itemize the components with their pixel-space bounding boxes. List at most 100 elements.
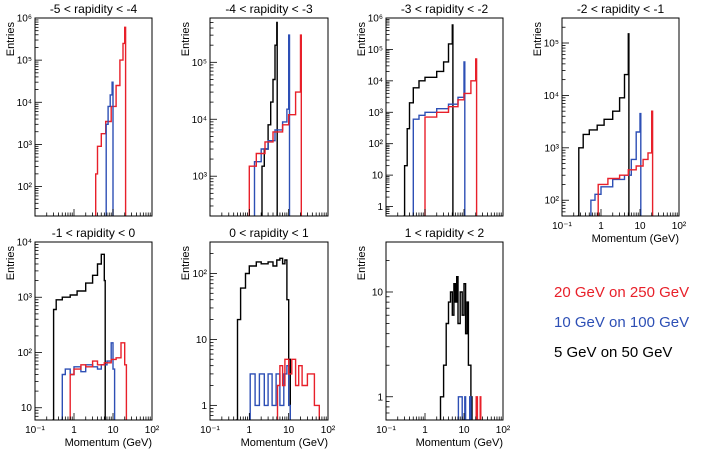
- y-tick-label: 10⁵: [544, 39, 559, 50]
- series-3-line: [597, 110, 654, 216]
- legend: 20 GeV on 250 GeV 10 GeV on 100 GeV 5 Ge…: [554, 284, 689, 374]
- plot-frame: [209, 17, 329, 217]
- y-axis-label: Entries: [180, 22, 192, 57]
- series-group: [403, 24, 478, 216]
- plot-frame: [209, 241, 329, 421]
- y-axis-label: Entries: [5, 246, 17, 281]
- plot-frame: [34, 241, 153, 421]
- series-group: [235, 257, 320, 420]
- panel-title: -1 < rapidity < 0: [52, 226, 136, 240]
- y-tick-label: 10: [21, 403, 33, 414]
- x-tick-label: 1: [422, 425, 428, 436]
- y-tick-label: 10⁵: [17, 56, 32, 67]
- y-tick-label: 10³: [545, 143, 560, 154]
- series-2-line: [457, 396, 472, 420]
- legend-entry-5gev: 5 GeV on 50 GeV: [554, 344, 673, 361]
- x-tick-label: 1: [71, 425, 77, 436]
- y-tick-label: 10⁵: [368, 45, 383, 56]
- x-tick-label: 10²: [496, 425, 511, 436]
- x-axis-label: Momentum (GeV): [241, 437, 328, 449]
- x-tick-label: 1: [247, 425, 253, 436]
- series-1-line: [577, 33, 630, 216]
- panel-4: -2 < rapidity < -1 10² 10³ 10⁴ 10⁵ 10⁻¹ 1 10 10²…: [532, 2, 687, 245]
- y-tick-label: 10⁴: [192, 115, 207, 126]
- y-tick-label: 1: [377, 202, 383, 213]
- series-group: [577, 33, 654, 216]
- y-tick-label: 10²: [193, 269, 208, 280]
- series-group: [247, 21, 302, 216]
- y-tick-label: 10⁴: [17, 238, 32, 249]
- series-1-line: [95, 26, 127, 216]
- y-tick-label: 10⁴: [17, 98, 32, 109]
- x-tick-label: 10⁻¹: [25, 425, 45, 436]
- y-tick-label: 10³: [18, 140, 33, 151]
- y-axis-label: Entries: [5, 22, 17, 57]
- y-tick-label: 10⁴: [368, 76, 383, 87]
- x-tick-label: 10⁻¹: [552, 221, 572, 232]
- y-axis-label: Entries: [532, 22, 544, 57]
- plot-frame: [561, 17, 680, 217]
- x-tick-label: 10²: [672, 221, 687, 232]
- series-2-line: [412, 61, 466, 216]
- panel-title: 0 < rapidity < 1: [229, 226, 309, 240]
- y-tick-label: 1: [201, 401, 207, 412]
- series-2-line: [249, 365, 291, 420]
- series-3-line: [69, 342, 128, 420]
- panel-title: -5 < rapidity < -4: [50, 2, 138, 16]
- y-tick-label: 10³: [193, 172, 208, 183]
- y-tick-label: 10⁶: [17, 14, 32, 25]
- panel-title: -4 < rapidity < -3: [225, 2, 313, 16]
- plot-frame: [385, 241, 504, 421]
- x-tick-label: 1: [598, 221, 604, 232]
- legend-entry-10gev: 10 GeV on 100 GeV: [554, 314, 690, 331]
- legend-entry-20gev: 20 GeV on 250 GeV: [554, 284, 690, 301]
- panel-title: 1 < rapidity < 2: [405, 226, 485, 240]
- x-tick-label: 10⁻¹: [200, 425, 220, 436]
- x-axis-label: Momentum (GeV): [592, 233, 679, 245]
- y-tick-label: 10³: [18, 293, 33, 304]
- x-tick-label: 10²: [321, 425, 336, 436]
- series-1-line: [235, 257, 291, 420]
- y-tick-label: 10: [372, 287, 384, 298]
- y-axis-label: Entries: [180, 246, 192, 281]
- x-tick-label: 10⁻¹: [376, 425, 396, 436]
- series-3-line: [424, 58, 478, 216]
- y-axis-label: Entries: [356, 22, 368, 57]
- x-tick-label: 10: [458, 425, 470, 436]
- series-1-line: [52, 253, 106, 420]
- y-tick-label: 1: [377, 392, 383, 403]
- x-tick-label: 10: [283, 425, 295, 436]
- y-tick-label: 10²: [545, 196, 560, 207]
- x-tick-label: 10²: [145, 425, 160, 436]
- series-3-line: [475, 396, 482, 420]
- x-axis-label: Momentum (GeV): [65, 437, 152, 449]
- series-2-line: [253, 34, 291, 216]
- x-axis-label: Momentum (GeV): [416, 437, 503, 449]
- y-tick-label: 10²: [18, 348, 33, 359]
- y-tick-label: 10: [372, 171, 384, 182]
- series-group: [52, 253, 128, 420]
- series-3-line: [247, 34, 302, 216]
- y-tick-label: 10²: [18, 182, 33, 193]
- series-group: [439, 276, 482, 420]
- plot-frame: [34, 17, 153, 217]
- y-tick-label: 10⁵: [192, 58, 207, 69]
- panel-5: -1 < rapidity < 0 10 10² 10³ 10⁴ 10⁻¹ 1 10 10² En…: [5, 226, 160, 449]
- series-1-line: [261, 21, 278, 216]
- series-2-line: [60, 342, 116, 420]
- y-tick-label: 10³: [369, 108, 384, 119]
- x-tick-label: 10: [107, 425, 119, 436]
- panel-title: -3 < rapidity < -2: [401, 2, 489, 16]
- y-axis-label: Entries: [356, 246, 368, 281]
- panel-3: -3 < rapidity < -2 1 10 10² 10³ 10⁴ 10⁵ 10⁶Entr…: [356, 2, 504, 217]
- y-tick-label: 10: [196, 335, 208, 346]
- plot-frame: [385, 17, 504, 217]
- panel-title: -2 < rapidity < -1: [577, 2, 665, 16]
- y-tick-label: 10²: [369, 139, 384, 150]
- series-group: [95, 26, 127, 216]
- y-tick-label: 10⁴: [544, 91, 559, 102]
